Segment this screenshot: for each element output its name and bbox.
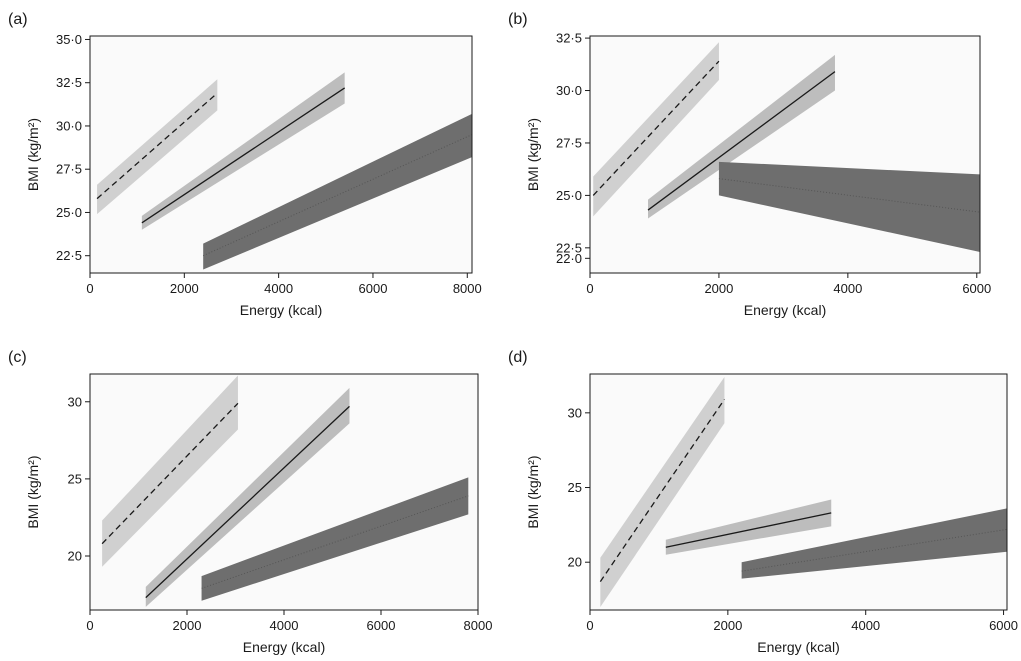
panel-label: (d) bbox=[508, 349, 528, 366]
trend-line-solid bbox=[141, 87, 346, 224]
x-tick-label: 4000 bbox=[833, 281, 862, 296]
confidence-band-dotted bbox=[201, 477, 469, 601]
x-tick-label: 2000 bbox=[173, 618, 202, 633]
axes-frame bbox=[589, 373, 1008, 611]
trend-line-dashed bbox=[96, 92, 218, 200]
trend-line-dashed bbox=[592, 60, 720, 196]
x-tick-label: 6000 bbox=[989, 618, 1018, 633]
x-tick-label: 0 bbox=[86, 618, 93, 633]
panel-label: (a) bbox=[8, 11, 28, 28]
x-tick-label: 0 bbox=[86, 281, 93, 296]
confidence-band-dashed bbox=[97, 79, 218, 215]
y-axis-label: BMI (kg/m²) bbox=[25, 118, 41, 191]
y-tick-label: 20 bbox=[68, 549, 82, 564]
x-tick-label: 2000 bbox=[704, 281, 733, 296]
trend-line-dotted bbox=[202, 134, 473, 257]
x-axis-label: Energy (kcal) bbox=[240, 302, 322, 318]
confidence-band-solid bbox=[648, 54, 835, 219]
y-tick-label: 30 bbox=[68, 394, 82, 409]
x-axis-label: Energy (kcal) bbox=[744, 302, 826, 318]
y-axis-label: BMI (kg/m²) bbox=[525, 118, 541, 191]
confidence-band-dashed bbox=[593, 42, 719, 217]
trend-line-solid bbox=[647, 71, 836, 211]
x-tick-label: 6000 bbox=[367, 618, 396, 633]
y-tick-label: 25·0 bbox=[56, 205, 82, 220]
y-tick-label: 20 bbox=[568, 555, 582, 570]
x-tick-label: 0 bbox=[586, 281, 593, 296]
x-axis-label: Energy (kcal) bbox=[757, 639, 839, 655]
x-tick-label: 2000 bbox=[713, 618, 742, 633]
axes-frame bbox=[589, 35, 981, 274]
y-tick-label: 22·0 bbox=[556, 251, 582, 266]
y-axis-label: BMI (kg/m²) bbox=[25, 455, 41, 528]
panel-2: (c) 0 2000 4000 6000 8000 20 25 30 Energy (kcal) B… bbox=[8, 349, 492, 655]
confidence-band-solid bbox=[665, 499, 832, 555]
confidence-band-solid bbox=[141, 72, 345, 230]
axes-frame bbox=[89, 35, 473, 274]
x-tick-label: 8000 bbox=[453, 281, 482, 296]
y-axis-label: BMI (kg/m²) bbox=[525, 455, 541, 528]
x-tick-label: 4000 bbox=[264, 281, 293, 296]
x-tick-label: 4000 bbox=[851, 618, 880, 633]
x-tick-label: 6000 bbox=[962, 281, 991, 296]
x-tick-label: 8000 bbox=[464, 618, 493, 633]
y-tick-label: 25·0 bbox=[556, 188, 582, 203]
x-tick-label: 2000 bbox=[170, 281, 199, 296]
confidence-band-solid bbox=[145, 387, 350, 607]
confidence-band-dashed bbox=[102, 375, 238, 567]
x-tick-label: 4000 bbox=[270, 618, 299, 633]
trend-line-dashed bbox=[599, 399, 725, 582]
y-tick-label: 25 bbox=[68, 471, 82, 486]
x-tick-label: 0 bbox=[586, 618, 593, 633]
panel-3: (d) 0 2000 4000 6000 20 25 30 Energy (kcal) BMI (… bbox=[508, 349, 1018, 655]
confidence-band-dotted bbox=[203, 113, 472, 270]
panel-label: (b) bbox=[508, 11, 528, 28]
y-tick-label: 30·0 bbox=[56, 118, 82, 133]
y-tick-label: 27·5 bbox=[556, 135, 582, 150]
panel-0: (a) 0 2000 4000 6000 8000 22·5 25·0 27·5 30·0 32·5… bbox=[8, 11, 482, 318]
y-tick-label: 32·5 bbox=[56, 75, 82, 90]
y-tick-label: 25 bbox=[568, 480, 582, 495]
y-tick-label: 22·5 bbox=[556, 240, 582, 255]
y-tick-label: 30·0 bbox=[556, 83, 582, 98]
x-axis-label: Energy (kcal) bbox=[243, 639, 325, 655]
y-tick-label: 35·0 bbox=[56, 32, 82, 47]
confidence-band-dotted bbox=[718, 161, 980, 253]
y-tick-label: 30 bbox=[568, 405, 582, 420]
confidence-band-dashed bbox=[600, 376, 725, 608]
y-tick-label: 32·5 bbox=[556, 31, 582, 46]
x-tick-label: 6000 bbox=[359, 281, 388, 296]
confidence-band-dotted bbox=[741, 508, 1007, 579]
panel-label: (c) bbox=[8, 349, 27, 366]
y-tick-label: 22·5 bbox=[56, 248, 82, 263]
panel-1: (b) 0 2000 4000 6000 22·022·5 25·0 27·5 30·0 32·5… bbox=[508, 11, 991, 318]
trend-line-dotted bbox=[201, 495, 469, 589]
trend-line-dashed bbox=[101, 402, 239, 545]
trend-line-solid bbox=[665, 512, 832, 548]
trend-line-solid bbox=[145, 405, 350, 599]
trend-line-dotted bbox=[718, 178, 981, 213]
y-tick-label: 27·5 bbox=[56, 162, 82, 177]
